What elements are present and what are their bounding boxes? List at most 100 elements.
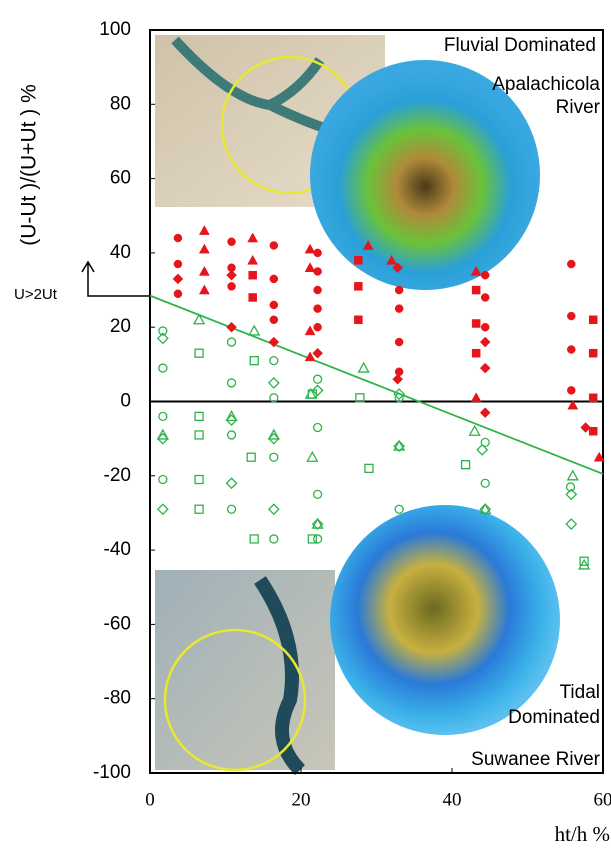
point: [250, 357, 258, 365]
point: [228, 338, 236, 346]
point: [249, 293, 257, 301]
point: [270, 357, 278, 365]
trend-line: [150, 296, 603, 474]
point: [589, 316, 597, 324]
point: [481, 323, 489, 331]
point: [314, 490, 322, 498]
point: [159, 364, 167, 372]
point: [354, 316, 362, 324]
point: [566, 519, 576, 529]
y-tick-label: -40: [104, 539, 131, 560]
point: [228, 282, 236, 290]
point: [270, 316, 278, 324]
point: [314, 323, 322, 331]
annotation: U>2Ut: [14, 286, 58, 303]
point: [365, 464, 373, 472]
point: [174, 234, 182, 242]
point: [480, 337, 490, 347]
point: [589, 427, 597, 435]
y-tick-label: -20: [104, 465, 131, 486]
point: [270, 301, 278, 309]
point: [314, 286, 322, 294]
point: [481, 293, 489, 301]
annotation: Apalachicola: [492, 74, 600, 95]
point: [269, 378, 279, 388]
point: [395, 338, 403, 346]
point: [270, 241, 278, 249]
y-tick-label: 0: [120, 391, 131, 412]
point: [199, 285, 209, 294]
point: [227, 322, 237, 332]
point: [228, 505, 236, 513]
x-tick-label: 40: [443, 789, 462, 810]
point: [472, 319, 480, 327]
point: [567, 345, 575, 353]
point: [195, 412, 203, 420]
point: [174, 260, 182, 268]
point: [249, 326, 259, 335]
x-tick-label: 20: [292, 789, 311, 810]
point: [173, 274, 183, 284]
point: [395, 368, 403, 376]
x-tick-label: 60: [594, 789, 611, 810]
point: [195, 431, 203, 439]
annotation: Fluvial Dominated: [444, 35, 596, 56]
point: [174, 290, 182, 298]
point: [567, 386, 575, 394]
point: [199, 226, 209, 235]
point: [270, 453, 278, 461]
image-top: [155, 35, 540, 290]
point: [314, 305, 322, 313]
y-tick-label: -60: [104, 613, 131, 634]
y-tick-label: 40: [110, 242, 131, 263]
annotation: Suwanee River: [471, 749, 601, 770]
point: [228, 431, 236, 439]
point: [567, 260, 575, 268]
point: [480, 363, 490, 373]
point: [567, 312, 575, 320]
y-tick-label: 20: [110, 316, 131, 337]
page: {"chart_data": {"type": "scatter", "y_la…: [0, 0, 611, 856]
y-tick-label: 60: [110, 168, 131, 189]
point: [228, 238, 236, 246]
point: [394, 441, 404, 450]
point: [195, 349, 203, 357]
point: [481, 479, 489, 487]
point: [393, 374, 403, 384]
y-tick-label: -100: [93, 762, 131, 783]
y-tick-label: -80: [104, 688, 131, 709]
threshold-arrow: [82, 262, 150, 296]
point: [354, 282, 362, 290]
point: [568, 471, 578, 480]
point: [589, 349, 597, 357]
point: [228, 379, 236, 387]
point: [199, 244, 209, 253]
point: [227, 478, 237, 488]
point: [314, 535, 322, 543]
point: [307, 452, 317, 461]
point: [354, 256, 362, 264]
point: [248, 255, 258, 264]
point: [481, 271, 489, 279]
point: [158, 504, 168, 514]
y-tick-label: 80: [110, 93, 131, 114]
point: [227, 270, 237, 280]
point: [314, 424, 322, 432]
annotation: Tidal: [560, 682, 600, 703]
point: [314, 375, 322, 383]
point: [195, 476, 203, 484]
point: [159, 476, 167, 484]
point: [470, 426, 480, 435]
y-tick-label: 100: [99, 19, 131, 40]
point: [395, 505, 403, 513]
point: [472, 349, 480, 357]
point: [247, 453, 255, 461]
point: [472, 286, 480, 294]
point: [199, 266, 209, 275]
point: [270, 535, 278, 543]
annotation: River: [556, 97, 601, 118]
y-axis-label: (U-Ut )/(U+Ut ) %: [18, 84, 41, 246]
point: [195, 505, 203, 513]
x-tick-label: 0: [145, 789, 155, 810]
chart: Fluvial Dominated Apalachicola River Tid…: [0, 0, 611, 856]
